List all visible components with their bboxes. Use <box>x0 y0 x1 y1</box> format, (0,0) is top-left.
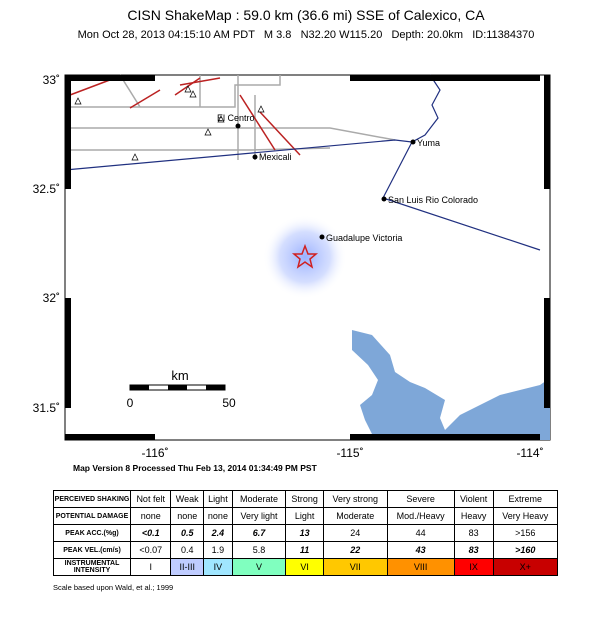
place-label: El Centro <box>217 113 255 123</box>
legend-cell: Weak <box>170 490 205 508</box>
legend-cell: <0.1 <box>129 524 172 542</box>
row-label: PERCEIVED SHAKING <box>53 490 131 508</box>
scale-bar: km 0 50 <box>127 368 236 410</box>
gulf-water <box>352 330 550 440</box>
scale-unit: km <box>171 368 188 383</box>
legend-cell: 0.4 <box>170 541 205 559</box>
legend-row: PERCEIVED SHAKING Not felt Weak Light Modera… <box>53 490 559 508</box>
legend-cell: >160 <box>492 541 559 559</box>
legend-cell: Extreme <box>492 490 559 508</box>
place-markers <box>235 123 416 240</box>
legend-cell: Moderate <box>231 490 287 508</box>
river <box>411 74 441 143</box>
place-label: Guadalupe Victoria <box>326 233 402 243</box>
legend-cell: Severe <box>386 490 455 508</box>
lon-label: -114˚ <box>516 446 543 460</box>
legend-cell: 6.7 <box>231 524 287 542</box>
frame-bars <box>65 75 550 440</box>
lon-labels: -116˚ -115˚ -114˚ <box>141 446 543 460</box>
legend-cell: Very light <box>231 507 287 525</box>
lat-label: 32˚ <box>43 291 60 305</box>
legend-cell: 43 <box>386 541 455 559</box>
legend-cell: IV <box>203 558 233 576</box>
place-label: Mexicali <box>259 152 292 162</box>
legend-cell: V <box>231 558 287 576</box>
legend-cell: Heavy <box>453 507 494 525</box>
legend-cell: >156 <box>492 524 559 542</box>
legend-row: PEAK VEL.(cm/s) <0.07 0.4 1.9 5.8 11 22 43 83 >16… <box>53 541 559 559</box>
legend-cell: VI <box>285 558 324 576</box>
place-labels: El Centro Mexicali Yuma San Luis Rio Col… <box>217 113 478 243</box>
legend-cell: 13 <box>285 524 324 542</box>
row-label: PEAK VEL.(cm/s) <box>53 541 131 559</box>
legend-cell: 0.5 <box>170 524 205 542</box>
legend-cell: 1.9 <box>203 541 233 559</box>
legend-row: INSTRUMENTAL INTENSITY I II-III IV V VI VII VII… <box>53 558 559 576</box>
legend-cell: Strong <box>285 490 324 508</box>
shaking-area <box>263 215 347 299</box>
legend-cell: <0.07 <box>129 541 172 559</box>
title: CISN ShakeMap : 59.0 km (36.6 mi) SSE of… <box>127 7 485 23</box>
legend-cell: Moderate <box>322 507 388 525</box>
legend-cell: I <box>129 558 172 576</box>
legend-cell: Mod./Heavy <box>386 507 455 525</box>
legend-cell: 22 <box>322 541 388 559</box>
lon-label: -116˚ <box>141 446 168 460</box>
legend-cell: Very Heavy <box>492 507 559 525</box>
legend-cell: 5.8 <box>231 541 287 559</box>
legend-cell: none <box>170 507 205 525</box>
row-label: POTENTIAL DAMAGE <box>53 507 131 525</box>
stations <box>74 85 265 161</box>
version-note: Map Version 8 Processed Thu Feb 13, 2014… <box>73 463 317 473</box>
legend-cell: 83 <box>453 541 494 559</box>
place-label: Yuma <box>417 138 440 148</box>
epicenter <box>291 243 319 269</box>
map: El Centro Mexicali Yuma San Luis Rio Col… <box>33 73 551 460</box>
legend-cell: none <box>203 507 233 525</box>
row-label: INSTRUMENTAL INTENSITY <box>53 558 131 576</box>
legend-cell: Not felt <box>129 490 172 508</box>
subtitle: Mon Oct 28, 2013 04:15:10 AM PDT M 3.8 N… <box>78 29 535 41</box>
legend-cell: X+ <box>492 558 559 576</box>
legend-cell: 24 <box>322 524 388 542</box>
legend-cell: VII <box>322 558 388 576</box>
legend-cell: 2.4 <box>203 524 233 542</box>
lat-label: 31.5˚ <box>33 401 60 415</box>
legend-row: POTENTIAL DAMAGE none none none Very light Li… <box>53 507 559 525</box>
intensity-legend: PERCEIVED SHAKING Not felt Weak Light Modera… <box>53 490 559 576</box>
row-label: PEAK ACC.(%g) <box>53 524 131 542</box>
legend-cell: 83 <box>453 524 494 542</box>
lat-labels: 33˚ 32.5˚ 32˚ 31.5˚ <box>33 73 60 415</box>
legend-cell: 44 <box>386 524 455 542</box>
legend-cell: 11 <box>285 541 324 559</box>
legend-cell: Violent <box>453 490 494 508</box>
legend-cell: II-III <box>170 558 205 576</box>
legend-cell: Light <box>203 490 233 508</box>
legend-cell: IX <box>453 558 494 576</box>
lon-label: -115˚ <box>336 446 363 460</box>
lat-label: 32.5˚ <box>33 182 60 196</box>
legend-row: PEAK ACC.(%g) <0.1 0.5 2.4 6.7 13 24 44 83 >156 <box>53 524 559 542</box>
legend-cell: Light <box>285 507 324 525</box>
lat-label: 33˚ <box>43 73 60 87</box>
place-label: San Luis Rio Colorado <box>388 195 478 205</box>
scale-start: 0 <box>127 396 134 410</box>
footnote: Scale based upon Wald, et al.; 1999 <box>53 583 174 592</box>
legend-cell: VIII <box>386 558 455 576</box>
legend-cell: none <box>129 507 172 525</box>
map-figure: CISN ShakeMap : 59.0 km (36.6 mi) SSE of… <box>33 7 551 460</box>
legend-cell: Very strong <box>322 490 388 508</box>
scale-end: 50 <box>222 396 236 410</box>
